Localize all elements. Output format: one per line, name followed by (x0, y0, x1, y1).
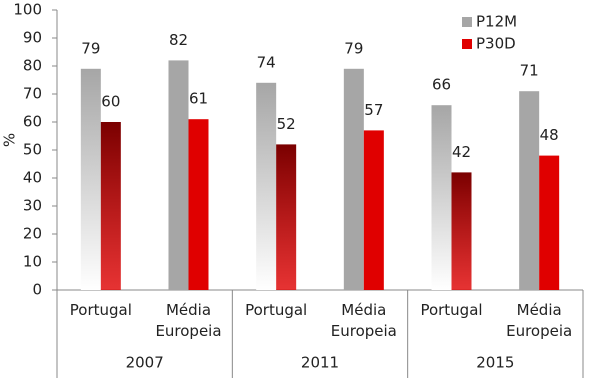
y-tick-label: 50 (23, 141, 42, 159)
legend-label: P30D (476, 35, 516, 53)
bar (100, 122, 121, 290)
y-tick-label: 30 (23, 197, 42, 215)
group-label: 2011 (301, 354, 339, 372)
legend-swatch (462, 39, 472, 49)
x-tick-label: Média Europeia (330, 301, 397, 340)
bar (451, 172, 472, 290)
bar (343, 68, 364, 290)
data-label: 48 (540, 126, 559, 144)
bar (363, 130, 384, 290)
bar (519, 91, 540, 290)
data-label: 66 (432, 76, 451, 94)
data-label: 61 (189, 90, 208, 108)
data-label: 52 (277, 115, 296, 133)
y-tick-label: 10 (23, 253, 42, 271)
bar (431, 105, 452, 290)
y-tick-label: 100 (13, 1, 42, 19)
x-tick-label: Média Europeia (506, 301, 573, 340)
legend-label: P12M (476, 13, 517, 31)
data-label: 42 (452, 143, 471, 161)
x-tick-label: Portugal (420, 301, 483, 319)
y-tick-label: 90 (23, 29, 42, 47)
data-label: 57 (364, 101, 383, 119)
x-tick-label: Média Europeia (155, 301, 222, 340)
bar (539, 155, 560, 290)
x-tick-label: Portugal (69, 301, 132, 319)
data-label: 71 (520, 62, 539, 80)
y-tick-label: 80 (23, 57, 42, 75)
x-tick-label: Portugal (245, 301, 308, 319)
y-tick-label: 60 (23, 113, 42, 131)
bar (276, 144, 297, 290)
y-tick-label: 70 (23, 85, 42, 103)
group-label: 2015 (476, 354, 514, 372)
bar (188, 119, 209, 290)
bar (80, 68, 101, 290)
data-label: 74 (257, 53, 276, 71)
legend-swatch (462, 17, 472, 27)
y-tick-label: 20 (23, 225, 42, 243)
group-label: 2007 (126, 354, 164, 372)
data-label: 82 (169, 31, 188, 49)
y-tick-label: 40 (23, 169, 42, 187)
data-label: 79 (81, 39, 100, 57)
y-axis-label: % (1, 133, 19, 147)
data-label: 79 (344, 39, 363, 57)
y-tick-label: 0 (32, 281, 42, 299)
data-label: 60 (101, 93, 120, 111)
bar (256, 82, 277, 290)
bar (168, 60, 189, 291)
